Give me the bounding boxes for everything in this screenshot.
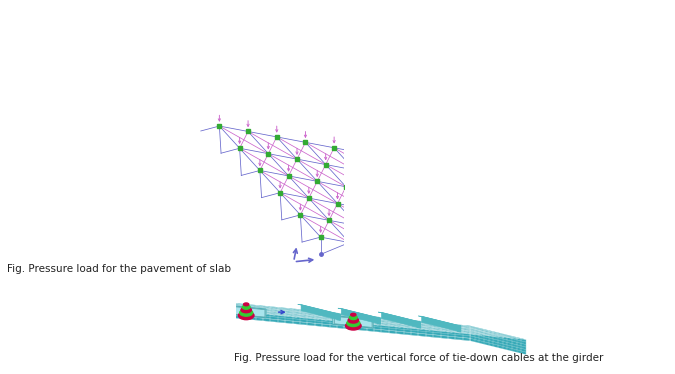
Polygon shape xyxy=(225,305,266,318)
Circle shape xyxy=(346,322,361,330)
Circle shape xyxy=(244,303,249,306)
Circle shape xyxy=(242,305,250,309)
Polygon shape xyxy=(377,318,381,324)
Polygon shape xyxy=(418,316,461,326)
Polygon shape xyxy=(298,304,340,314)
Polygon shape xyxy=(381,312,421,328)
Circle shape xyxy=(350,315,357,319)
Circle shape xyxy=(347,319,360,327)
Text: Fig. Pressure load for the vertical force of tie-down cables at the girder: Fig. Pressure load for the vertical forc… xyxy=(234,353,603,363)
Polygon shape xyxy=(189,298,470,341)
Polygon shape xyxy=(333,316,373,328)
Polygon shape xyxy=(227,306,265,317)
Polygon shape xyxy=(422,316,461,332)
Polygon shape xyxy=(337,314,340,320)
Text: Fig. Pressure load for the pavement of slab: Fig. Pressure load for the pavement of s… xyxy=(7,264,231,274)
Circle shape xyxy=(348,318,358,323)
Polygon shape xyxy=(378,312,421,322)
Polygon shape xyxy=(189,298,526,340)
Polygon shape xyxy=(470,326,526,355)
Polygon shape xyxy=(338,308,381,318)
Circle shape xyxy=(351,313,356,316)
Circle shape xyxy=(241,307,251,313)
Polygon shape xyxy=(301,304,340,320)
Circle shape xyxy=(238,311,254,320)
Polygon shape xyxy=(378,312,421,322)
Polygon shape xyxy=(458,326,461,332)
Polygon shape xyxy=(338,308,381,318)
Circle shape xyxy=(240,309,252,316)
Polygon shape xyxy=(298,304,340,314)
Polygon shape xyxy=(418,316,461,326)
Polygon shape xyxy=(342,309,381,324)
Polygon shape xyxy=(417,322,421,328)
Polygon shape xyxy=(189,311,470,341)
Polygon shape xyxy=(335,316,372,327)
